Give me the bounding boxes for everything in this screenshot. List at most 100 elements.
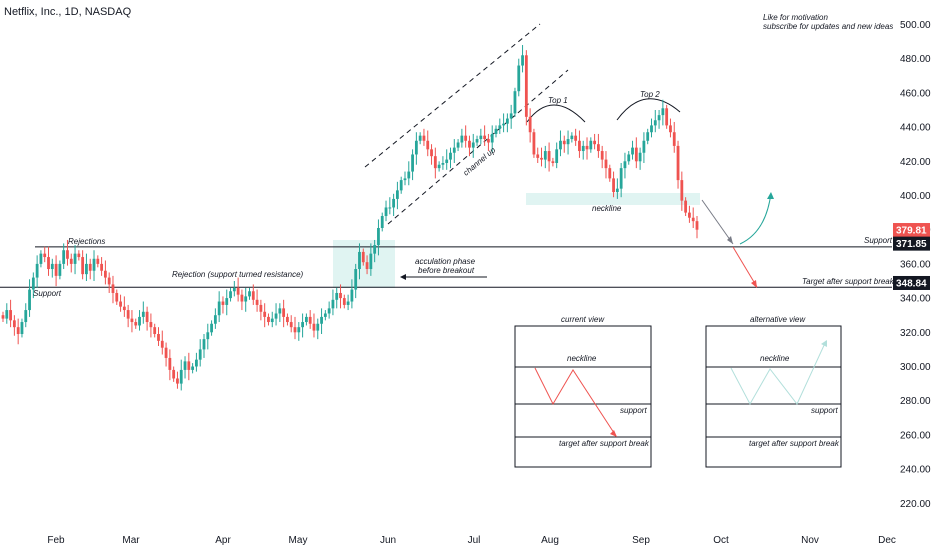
- support-left-label: Support: [33, 289, 62, 298]
- candle: [619, 163, 623, 198]
- candle: [365, 255, 369, 275]
- candle: [521, 45, 524, 73]
- candle: [28, 279, 31, 317]
- x-tick-label: Aug: [541, 535, 559, 546]
- candle: [62, 243, 66, 270]
- candle: [293, 316, 297, 340]
- candle: [403, 171, 407, 186]
- candle: [259, 299, 263, 321]
- candle: [111, 275, 115, 304]
- current-view-neckline: neckline: [567, 354, 597, 363]
- candle: [119, 294, 122, 312]
- candle: [657, 110, 661, 129]
- candle: [414, 132, 418, 165]
- candle: [623, 152, 627, 179]
- candle: [346, 294, 350, 311]
- candle: [267, 313, 270, 326]
- candle: [430, 144, 433, 165]
- top1-label: Top 1: [548, 96, 568, 105]
- candle: [585, 137, 589, 160]
- candle: [407, 161, 411, 186]
- projection-up-arrowhead: [767, 192, 774, 199]
- candle: [278, 303, 282, 323]
- candle: [195, 352, 198, 372]
- candle: [612, 171, 615, 198]
- candle: [524, 50, 528, 126]
- note-line-1: Like for motivation: [763, 13, 828, 22]
- candle: [684, 197, 688, 217]
- candle: [149, 313, 153, 338]
- candle: [1, 311, 5, 323]
- candle: [126, 304, 130, 328]
- candle: [297, 322, 301, 341]
- candle: [361, 248, 365, 266]
- candle: [676, 140, 680, 189]
- candle: [141, 301, 145, 324]
- candle: [286, 313, 289, 326]
- candle: [172, 366, 176, 382]
- candle: [248, 287, 251, 300]
- candle: [225, 289, 229, 316]
- candle: [221, 296, 225, 314]
- candle: [384, 200, 388, 222]
- candle: [339, 284, 342, 309]
- candle: [270, 311, 274, 328]
- candle: [445, 149, 449, 170]
- y-tick-label: 260.00: [900, 430, 931, 441]
- candle: [138, 310, 141, 331]
- current-view-target: target after support break: [559, 439, 650, 448]
- x-tick-label: Jul: [468, 535, 481, 546]
- x-tick-label: May: [289, 535, 308, 546]
- candle: [323, 310, 327, 321]
- y-tick-label: 500.00: [900, 20, 931, 31]
- candle: [308, 310, 312, 329]
- candle: [232, 281, 236, 297]
- candle: [377, 219, 380, 256]
- candle: [85, 253, 88, 281]
- candle: [411, 149, 414, 181]
- neckline-label: neckline: [592, 204, 622, 213]
- candle: [578, 130, 581, 158]
- candle: [581, 140, 585, 160]
- candle: [551, 157, 555, 167]
- candle: [380, 212, 384, 232]
- y-tick-label: 360.00: [900, 259, 931, 270]
- alternative-view-path: [730, 340, 827, 406]
- candle: [289, 315, 293, 333]
- candle: [210, 320, 213, 336]
- projection-down-arrow: [701, 199, 734, 245]
- projection-down-arrowhead: [727, 236, 733, 244]
- y-tick-label: 300.00: [900, 362, 931, 373]
- candle: [145, 306, 149, 331]
- candle: [449, 147, 452, 169]
- alternative-view-neckline: neckline: [760, 354, 790, 363]
- candle: [304, 313, 308, 326]
- candle: [187, 352, 191, 381]
- candle: [691, 207, 695, 228]
- candle: [24, 303, 28, 328]
- candle: [460, 128, 464, 148]
- candle: [672, 121, 676, 153]
- top1-arc: [526, 104, 586, 123]
- candle: [54, 255, 58, 287]
- candle: [505, 113, 509, 133]
- price-tag: 371.85: [893, 236, 930, 251]
- alternative-view-arrowhead: [821, 340, 827, 347]
- candle: [399, 176, 403, 194]
- candle: [471, 133, 475, 158]
- candle: [301, 313, 304, 338]
- candle: [312, 313, 316, 338]
- candle: [179, 359, 183, 391]
- channel-lower-line: [387, 69, 569, 225]
- candle: [251, 284, 255, 305]
- candle: [66, 239, 69, 266]
- channel-upper-line: [364, 23, 541, 168]
- candle: [236, 277, 240, 302]
- candle: [5, 303, 9, 324]
- candle: [562, 135, 566, 153]
- candle: [369, 243, 373, 276]
- candle: [240, 289, 244, 311]
- rejections-label: Rejections: [68, 237, 105, 246]
- candle: [479, 128, 483, 145]
- candle: [494, 125, 498, 138]
